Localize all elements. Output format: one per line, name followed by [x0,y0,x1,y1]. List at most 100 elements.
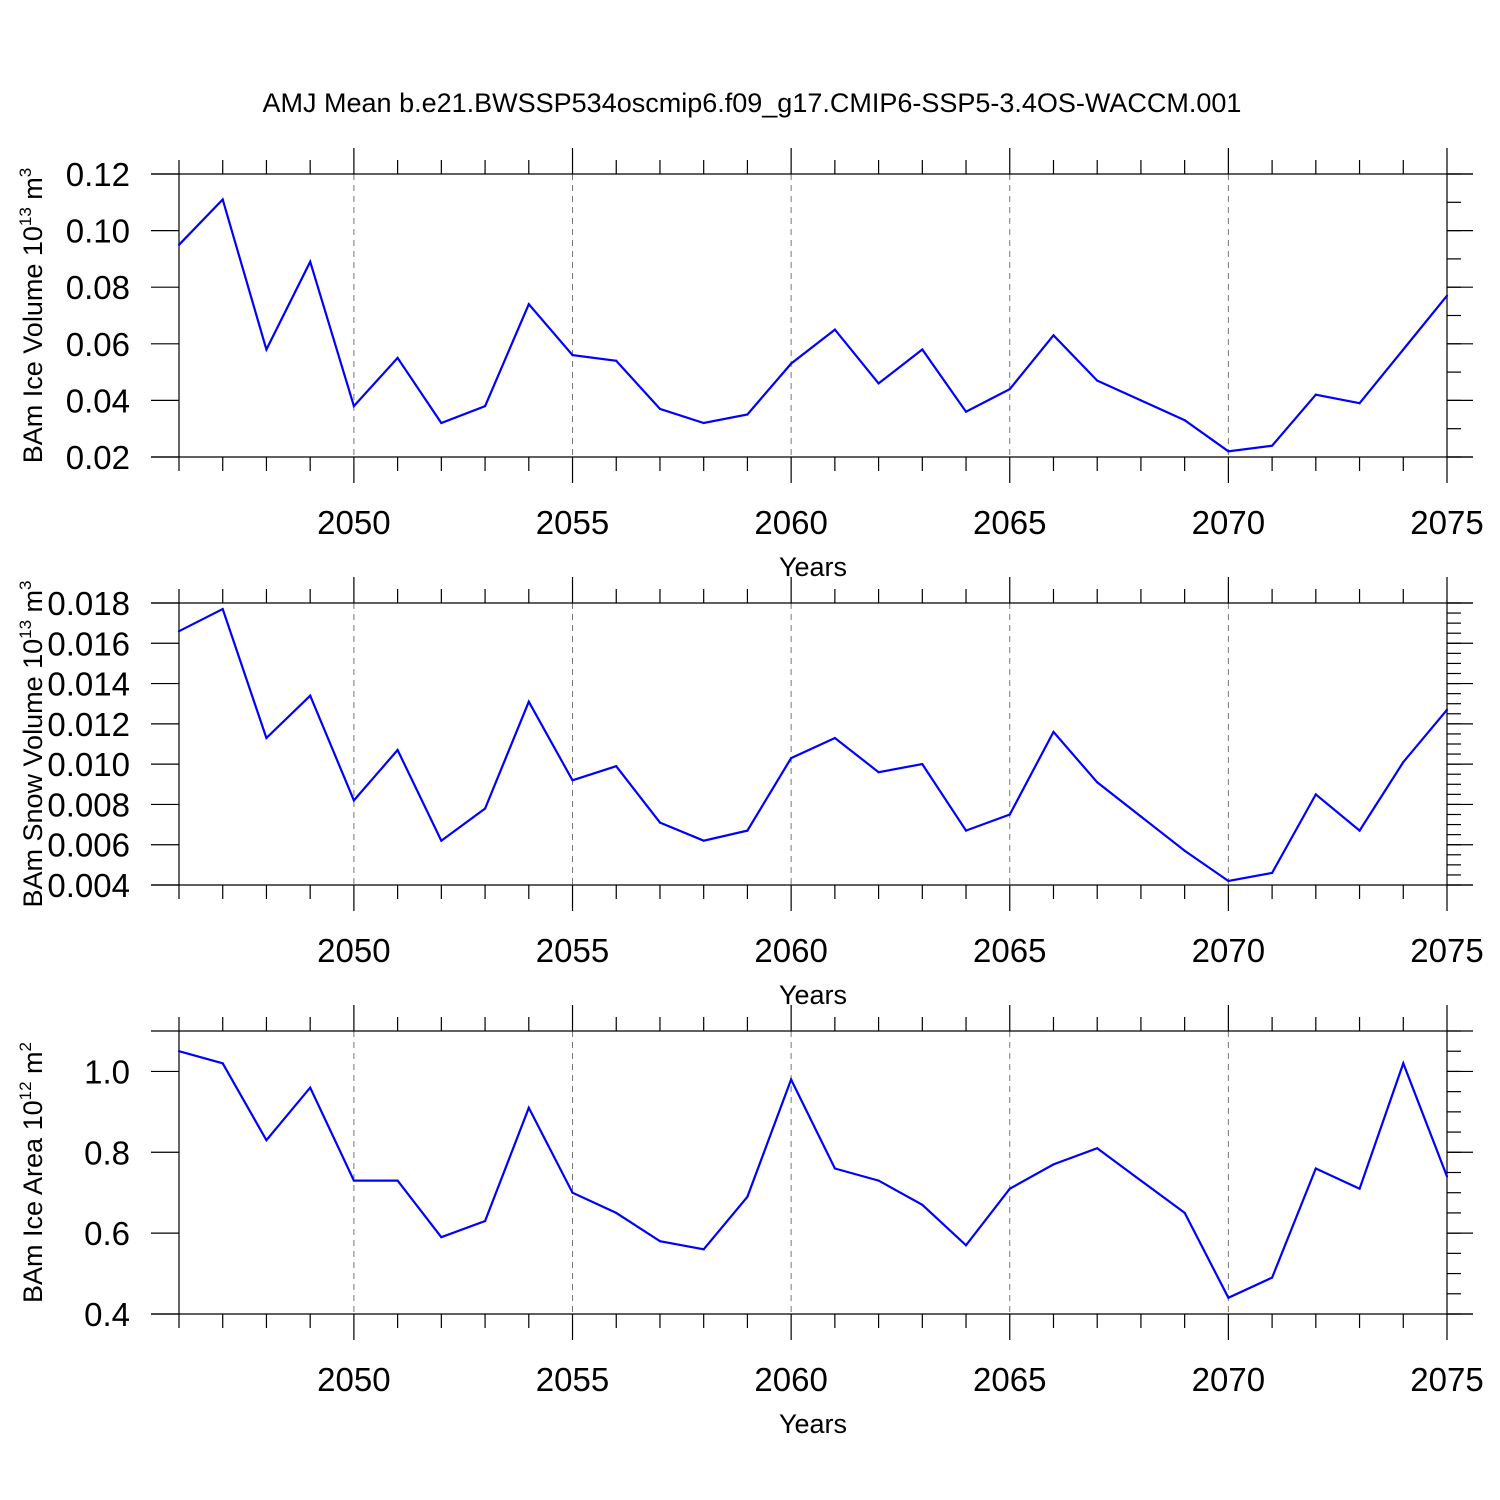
data-point [1314,393,1317,396]
x-axis-label: Years [779,1409,847,1439]
data-point [527,1106,530,1109]
data-point [309,694,312,697]
data-point [571,779,574,782]
y-tick-label: 0.018 [47,585,130,622]
y-tick-label: 0.010 [47,746,130,783]
data-point [1271,444,1274,447]
data-point [877,382,880,385]
y-tick-label: 0.8 [84,1134,130,1171]
y-tick-label: 0.4 [84,1296,130,1333]
data-point [352,1179,355,1182]
data-point [396,356,399,360]
data-point [1358,829,1361,832]
data-point [921,1203,924,1206]
y-axis-label: BAm Ice Volume 1013 m3 [16,168,48,464]
data-point [1183,419,1186,422]
x-axis-label: Years [779,552,847,582]
x-tick-label: 2070 [1192,932,1265,969]
data-point [483,807,487,810]
x-tick-label: 2065 [973,504,1046,541]
data-point [221,607,224,611]
data-point [1227,1296,1230,1299]
x-tick-label: 2055 [536,504,609,541]
y-tick-label: 0.6 [84,1215,130,1252]
y-axis-label: BAm Ice Area 1012 m2 [16,1042,48,1303]
data-point [1358,402,1361,405]
data-point [658,407,662,410]
y-tick-label: 0.12 [66,156,130,193]
data-point [440,839,443,842]
panels: 0.02 0.04 0.06 0.08 0.10 0.12 2050 2055 2060 2065… [16,148,1484,1439]
data-point [615,765,618,768]
data-point [309,1086,312,1089]
x-tick-label: 2050 [317,1361,390,1398]
data-point [352,404,355,408]
data-point [790,1078,793,1081]
data-point [1402,1062,1405,1065]
data-point [527,303,530,306]
data-point [790,757,793,760]
data-point [309,260,312,263]
data-point [877,771,880,774]
data-point [877,1179,880,1182]
data-point [1052,730,1055,734]
data-point [658,1240,662,1243]
panel-1: 0.02 0.04 0.06 0.08 0.10 0.12 2050 2055 2060 2065… [16,148,1484,582]
data-point [1402,761,1405,764]
data-point [1139,815,1143,818]
y-tick-label: 0.016 [47,625,130,662]
data-point [1358,1187,1361,1190]
data-point [1227,450,1230,453]
data-point [1096,1147,1099,1150]
y-tick-label: 0.04 [66,382,130,419]
data-point [1139,399,1143,402]
data-point [964,829,968,832]
data-point [1314,793,1317,796]
y-tick-label: 0.014 [47,666,130,703]
series-line [178,197,1448,453]
data-point [1227,879,1230,883]
y-tick-label: 0.02 [66,439,130,476]
data-point [964,410,968,413]
data-point [1096,379,1099,382]
x-tick-label: 2055 [536,932,609,969]
data-point [1096,781,1099,784]
data-point [833,1167,836,1170]
data-point [177,243,181,246]
y-tick-label: 0.004 [47,867,130,904]
data-point [1402,348,1405,351]
x-tick-label: 2065 [973,1361,1046,1398]
series-line [178,607,1448,883]
series-line [178,1050,1449,1300]
data-point [440,421,443,425]
data-point [1139,1179,1143,1182]
data-point [396,1179,399,1182]
data-point [1008,387,1011,391]
x-tick-label: 2070 [1192,1361,1265,1398]
data-point [702,1248,705,1251]
data-point [177,630,181,633]
data-point [1183,849,1186,852]
data-point [702,421,705,425]
data-point [1445,294,1449,297]
panel-3: 0.4 0.6 0.8 1.0 2050 2055 2060 2065 2070 2075 Year… [16,1005,1484,1439]
data-point [1183,1211,1186,1215]
x-tick-label: 2055 [536,1361,609,1398]
data-point [527,700,530,703]
y-tick-label: 0.06 [66,326,130,363]
x-tick-label: 2060 [754,1361,827,1398]
data-point [921,763,924,766]
data-point [352,799,355,802]
data-point [571,1191,574,1194]
data-point [746,413,749,416]
data-point [1271,1276,1274,1279]
y-tick-label: 0.008 [47,786,130,823]
data-point [964,1244,968,1247]
y-tick-label: 0.10 [66,213,130,250]
x-axis-label: Years [779,980,847,1010]
data-point [265,736,268,740]
data-point [746,829,749,832]
data-point [615,1211,618,1215]
